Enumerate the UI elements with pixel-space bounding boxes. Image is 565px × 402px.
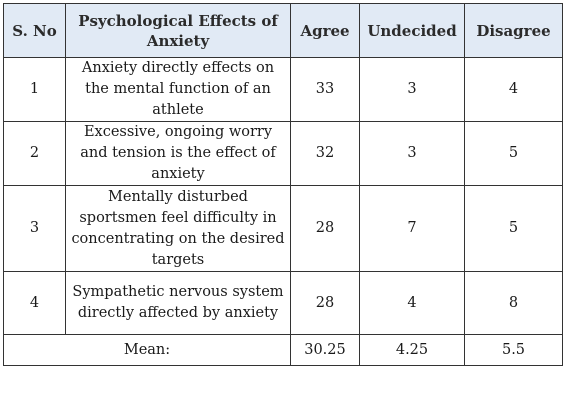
header-row: S. No Psychological Effects of Anxiety A… — [3, 3, 563, 58]
cell-disagree: 4 — [464, 57, 563, 122]
table-footer: Mean: 30.25 4.25 5.5 — [3, 334, 563, 366]
cell-effect: Anxiety directly effects on the mental f… — [65, 57, 291, 122]
mean-disagree: 5.5 — [464, 334, 563, 366]
cell-undecided: 3 — [359, 121, 465, 186]
table-row: 4 Sympathetic nervous system directly af… — [3, 271, 563, 335]
cell-effect: Mentally disturbed sportsmen feel diffic… — [65, 185, 291, 272]
table-row: 1 Anxiety directly effects on the mental… — [3, 57, 563, 122]
header-disagree: Disagree — [464, 3, 563, 58]
cell-effect: Sympathetic nervous system directly affe… — [65, 271, 291, 335]
cell-undecided: 3 — [359, 57, 465, 122]
header-agree: Agree — [290, 3, 360, 58]
header-undecided: Undecided — [359, 3, 465, 58]
header-effect: Psychological Effects of Anxiety — [65, 3, 291, 58]
cell-sno: 4 — [3, 271, 66, 335]
mean-undecided: 4.25 — [359, 334, 465, 366]
anxiety-effects-table: S. No Psychological Effects of Anxiety A… — [3, 3, 563, 366]
cell-disagree: 5 — [464, 185, 563, 272]
cell-sno: 3 — [3, 185, 66, 272]
mean-agree: 30.25 — [290, 334, 360, 366]
cell-sno: 2 — [3, 121, 66, 186]
mean-row: Mean: 30.25 4.25 5.5 — [3, 334, 563, 366]
cell-agree: 32 — [290, 121, 360, 186]
cell-undecided: 4 — [359, 271, 465, 335]
table-header: S. No Psychological Effects of Anxiety A… — [3, 3, 563, 58]
cell-agree: 28 — [290, 271, 360, 335]
cell-undecided: 7 — [359, 185, 465, 272]
table-row: 2 Excessive, ongoing worry and tension i… — [3, 121, 563, 186]
cell-disagree: 8 — [464, 271, 563, 335]
table-body: 1 Anxiety directly effects on the mental… — [3, 57, 563, 335]
header-sno: S. No — [3, 3, 66, 58]
mean-label: Mean: — [3, 334, 291, 366]
cell-disagree: 5 — [464, 121, 563, 186]
cell-agree: 28 — [290, 185, 360, 272]
table-row: 3 Mentally disturbed sportsmen feel diff… — [3, 185, 563, 272]
cell-sno: 1 — [3, 57, 66, 122]
cell-effect: Excessive, ongoing worry and tension is … — [65, 121, 291, 186]
cell-agree: 33 — [290, 57, 360, 122]
